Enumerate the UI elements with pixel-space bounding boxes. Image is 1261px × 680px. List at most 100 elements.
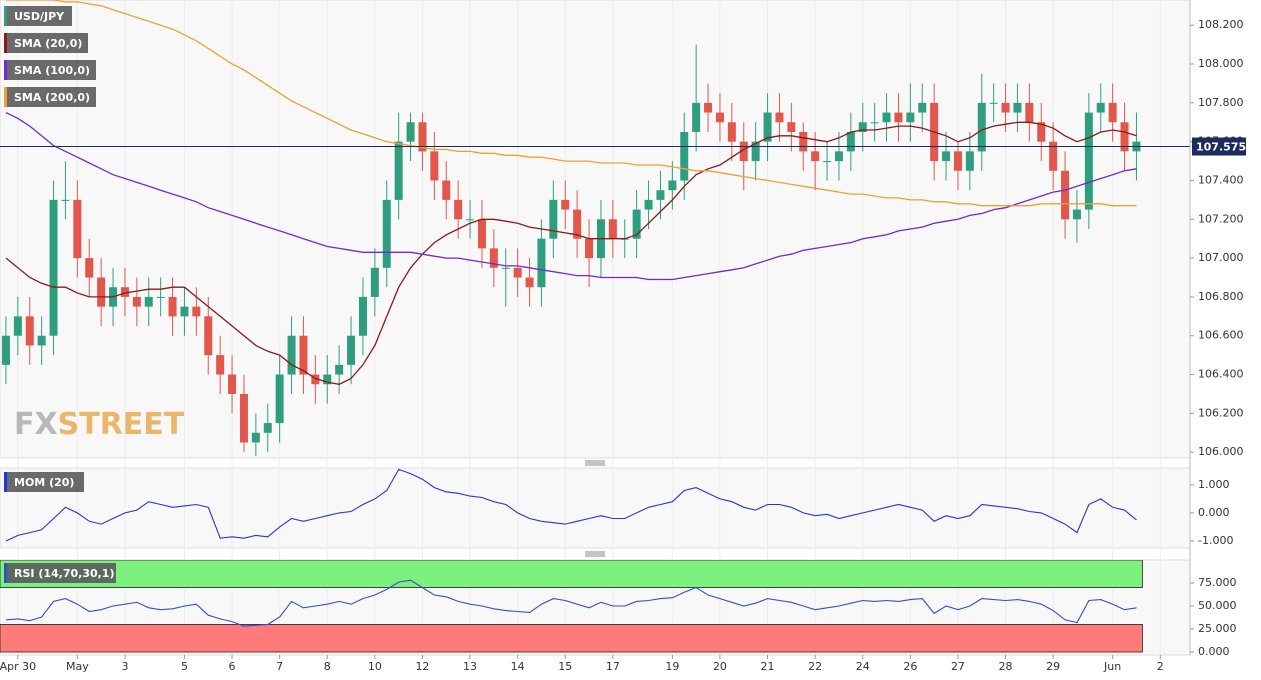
legend: USD/JPY SMA (20,0) SMA (100,0) SMA (200,…	[4, 6, 116, 583]
y-tick-label: 106.800	[1198, 290, 1244, 303]
y-tick-label: 108.000	[1198, 57, 1244, 70]
legend-item[interactable]: SMA (200,0)	[4, 87, 96, 107]
candle-body	[1096, 102, 1105, 113]
candle-body	[204, 316, 213, 356]
legend-item[interactable]: USD/JPY	[4, 6, 72, 26]
candle-body	[501, 267, 510, 269]
mom-plot	[5, 468, 1137, 542]
x-tick-label: 7	[276, 660, 283, 673]
candle-body	[692, 102, 701, 132]
candle-body	[25, 316, 34, 346]
candle-body	[1037, 122, 1046, 142]
legend-item[interactable]: SMA (20,0)	[4, 33, 88, 53]
candle-body	[228, 374, 237, 394]
axes: 106.000 106.200 106.400 106.600 106.800 107.0…	[0, 0, 1246, 673]
x-tick-label: 13	[463, 660, 477, 673]
candle-body	[953, 151, 962, 171]
watermark-fx: FX	[14, 407, 58, 442]
candle-body	[287, 335, 296, 375]
candle-body	[394, 141, 403, 200]
candle-body	[466, 219, 475, 221]
candle-body	[1108, 102, 1117, 123]
candle-body	[37, 335, 46, 346]
candle-body	[751, 141, 760, 162]
candle-body	[585, 238, 594, 259]
candle-body	[965, 151, 974, 171]
x-tick-label: May	[66, 660, 89, 673]
candle-body	[275, 374, 284, 424]
candle-body	[727, 122, 736, 142]
candle-body	[454, 199, 463, 220]
candle-body	[442, 180, 451, 200]
candle-body	[168, 296, 177, 317]
candle-body	[834, 151, 843, 162]
y-tick-label: 107.800	[1198, 96, 1244, 109]
candle-body	[180, 306, 189, 317]
candle-body	[537, 238, 546, 288]
candle-body	[323, 374, 332, 385]
watermark: FXSTREET	[14, 407, 185, 442]
candle-body	[858, 122, 867, 132]
candle-body	[632, 209, 641, 239]
panel-handle[interactable]	[585, 551, 605, 557]
candle-body	[144, 296, 153, 307]
candle-body	[942, 151, 951, 162]
line	[5, 112, 1137, 281]
candle-body	[787, 122, 796, 132]
last-price-label: 107.575	[1196, 141, 1246, 154]
candle-body	[525, 277, 534, 288]
candle-body	[61, 199, 70, 201]
x-tick-label: 29	[1046, 660, 1060, 673]
x-tick-label: 6	[229, 660, 236, 673]
candle-body	[299, 335, 308, 375]
candle-body	[573, 209, 582, 239]
candle-body	[1061, 170, 1070, 220]
y-tick-label: 106.400	[1198, 368, 1244, 381]
candle-body	[85, 258, 94, 278]
x-tick-label: 15	[558, 660, 572, 673]
candle-body	[1, 335, 10, 365]
candle-body	[823, 161, 832, 163]
watermark-street: STREET	[58, 407, 185, 442]
x-tick-label: 14	[511, 660, 525, 673]
candle-body	[1013, 102, 1022, 113]
y-tick-label: 107.000	[1198, 251, 1244, 264]
legend-label: SMA (200,0)	[14, 91, 90, 104]
candle-body	[918, 102, 927, 113]
x-tick-label: 19	[665, 660, 679, 673]
legend-label: RSI (14,70,30,1)	[14, 567, 114, 580]
y-tick-label: 50.000	[1198, 599, 1237, 612]
candle-body	[358, 296, 367, 336]
price-plot: FXSTREET	[0, 0, 1190, 457]
y-tick-label: 106.600	[1198, 329, 1244, 342]
y-tick-label: 0.000	[1198, 506, 1230, 519]
candle-body	[846, 131, 855, 152]
candle-body	[49, 199, 58, 336]
candle-body	[811, 151, 820, 162]
candle-body	[739, 141, 748, 162]
candle-body	[382, 199, 391, 268]
legend-item[interactable]: SMA (100,0)	[4, 60, 96, 80]
candle-body	[216, 355, 225, 375]
candle-body	[870, 122, 879, 124]
line	[6, 0, 1137, 207]
legend-item[interactable]: RSI (14,70,30,1)	[4, 563, 116, 583]
candle-body	[1072, 209, 1081, 220]
legend-label: SMA (100,0)	[14, 64, 90, 77]
legend-item[interactable]: MOM (20)	[4, 472, 84, 492]
candle-body	[1025, 102, 1034, 123]
candle-body	[13, 316, 22, 336]
y-tick-label: 75.000	[1198, 576, 1237, 589]
x-tick-label: 2	[1157, 660, 1164, 673]
price-panel	[0, 0, 1191, 459]
panel-handle[interactable]	[585, 460, 605, 466]
candle-body	[977, 102, 986, 152]
candle-body	[1049, 141, 1058, 171]
legend-label: USD/JPY	[14, 10, 65, 23]
x-tick-label: 17	[606, 660, 620, 673]
y-tick-label: 107.200	[1198, 212, 1244, 225]
candle-body	[1001, 102, 1010, 113]
candle-body	[132, 296, 141, 307]
x-tick-label: 12	[415, 660, 429, 673]
candle-body	[715, 112, 724, 123]
